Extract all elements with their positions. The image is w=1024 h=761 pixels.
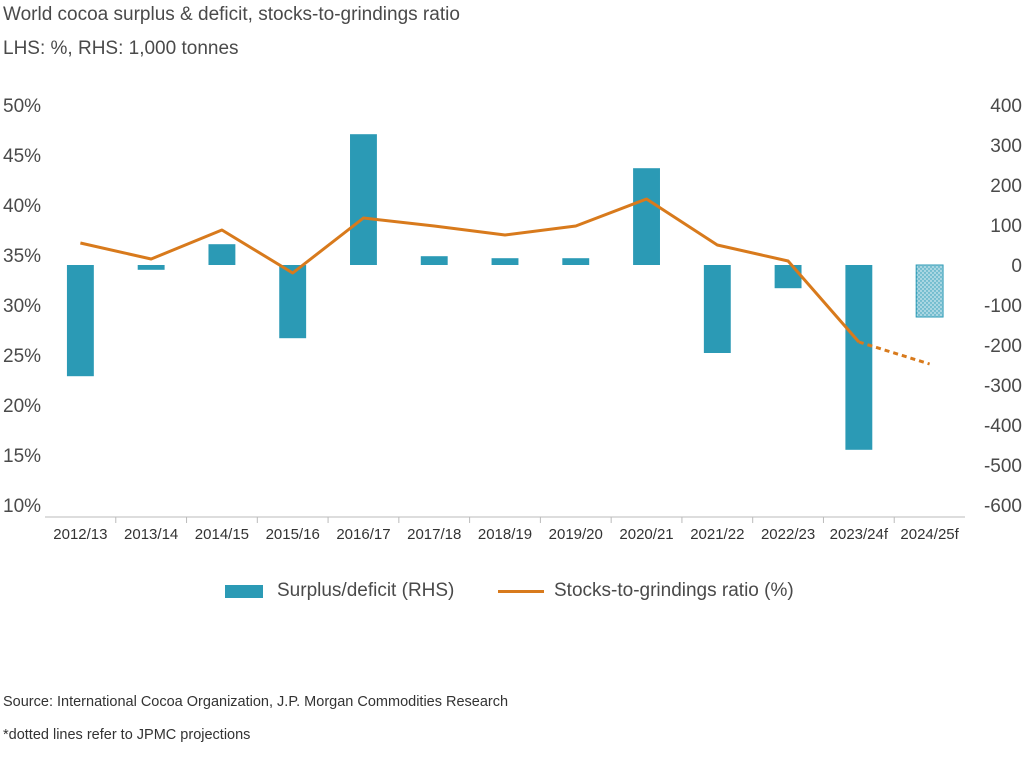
right-axis-tick-label: -400 <box>984 416 1022 437</box>
ratio-line-actual <box>80 197 860 343</box>
x-axis-tick-label: 2013/14 <box>124 526 178 543</box>
right-axis-tick-label: -600 <box>984 496 1022 517</box>
x-axis-tick-label: 2014/15 <box>195 526 249 543</box>
bar <box>633 168 660 265</box>
x-axis-tick-label: 2012/13 <box>53 526 107 543</box>
source-note: Source: International Cocoa Organization… <box>3 694 509 710</box>
bar <box>66 265 94 377</box>
right-axis-tick-label: 0 <box>1011 256 1022 277</box>
chart-title: World cocoa surplus & deficit, stocks-to… <box>3 4 460 25</box>
x-axis-tick-label: 2022/23 <box>761 526 815 543</box>
chart-subtitle: LHS: %, RHS: 1,000 tonnes <box>3 38 239 59</box>
legend-swatch-bar <box>225 584 263 598</box>
bar <box>279 265 307 339</box>
bar <box>208 244 236 265</box>
left-axis-tick-label: 20% <box>3 396 41 417</box>
x-axis-tick-label: 2024/25f <box>900 526 959 543</box>
left-axis-tick-label: 50% <box>3 96 41 117</box>
bar-projected <box>915 264 944 318</box>
left-axis-tick-label: 25% <box>3 346 41 367</box>
ratio-line-projected <box>858 340 931 366</box>
legend-label-bar: Surplus/deficit (RHS) <box>277 580 455 601</box>
right-axis-tick-label: 100 <box>990 216 1022 237</box>
left-axis-tick-label: 10% <box>3 496 41 517</box>
bar <box>350 134 377 265</box>
legend-item-line: Stocks-to-grindings ratio (%) <box>498 580 794 602</box>
right-axis-tick-label: 200 <box>990 176 1022 197</box>
right-axis-tick-label: -200 <box>984 336 1022 357</box>
x-axis-tick-label: 2016/17 <box>336 526 390 543</box>
right-axis-tick-label: 400 <box>990 96 1022 117</box>
bar <box>562 258 590 265</box>
x-axis-tick-label: 2023/24f <box>830 526 889 543</box>
left-axis-tick-label: 40% <box>3 196 41 217</box>
x-axis-tick-label: 2020/21 <box>619 526 673 543</box>
right-axis-tick-label: -300 <box>984 376 1022 397</box>
right-axis-tick-label: 300 <box>990 136 1022 157</box>
bar <box>703 265 731 353</box>
x-axis-tick-label: 2019/20 <box>549 526 603 543</box>
right-axis-tick-label: -500 <box>984 456 1022 477</box>
projection-note: *dotted lines refer to JPMC projections <box>3 727 251 743</box>
x-axis-tick-label: 2017/18 <box>407 526 461 543</box>
left-axis-tick-label: 35% <box>3 246 41 267</box>
legend-label-line: Stocks-to-grindings ratio (%) <box>554 580 794 601</box>
bar <box>137 265 165 270</box>
x-axis-tick-label: 2018/19 <box>478 526 532 543</box>
chart-legend: Surplus/deficit (RHS) Stocks-to-grinding… <box>0 580 1024 606</box>
bar <box>845 265 873 450</box>
x-axis-tick-label: 2015/16 <box>266 526 320 543</box>
right-axis-tick-label: -100 <box>984 296 1022 317</box>
bar <box>774 265 802 289</box>
x-axis-tick-label: 2021/22 <box>690 526 744 543</box>
chart-canvas: 10% 15% 20% 25% 30% 35% 40% 45% 50% -600 -500 -400 -… <box>3 96 1022 543</box>
legend-item-bar: Surplus/deficit (RHS) <box>225 580 454 602</box>
bar <box>491 258 519 265</box>
legend-swatch-line <box>498 589 544 593</box>
bar <box>420 256 448 265</box>
left-axis-tick-label: 45% <box>3 146 41 167</box>
left-axis-tick-label: 15% <box>3 446 41 467</box>
left-axis-tick-label: 30% <box>3 296 41 317</box>
